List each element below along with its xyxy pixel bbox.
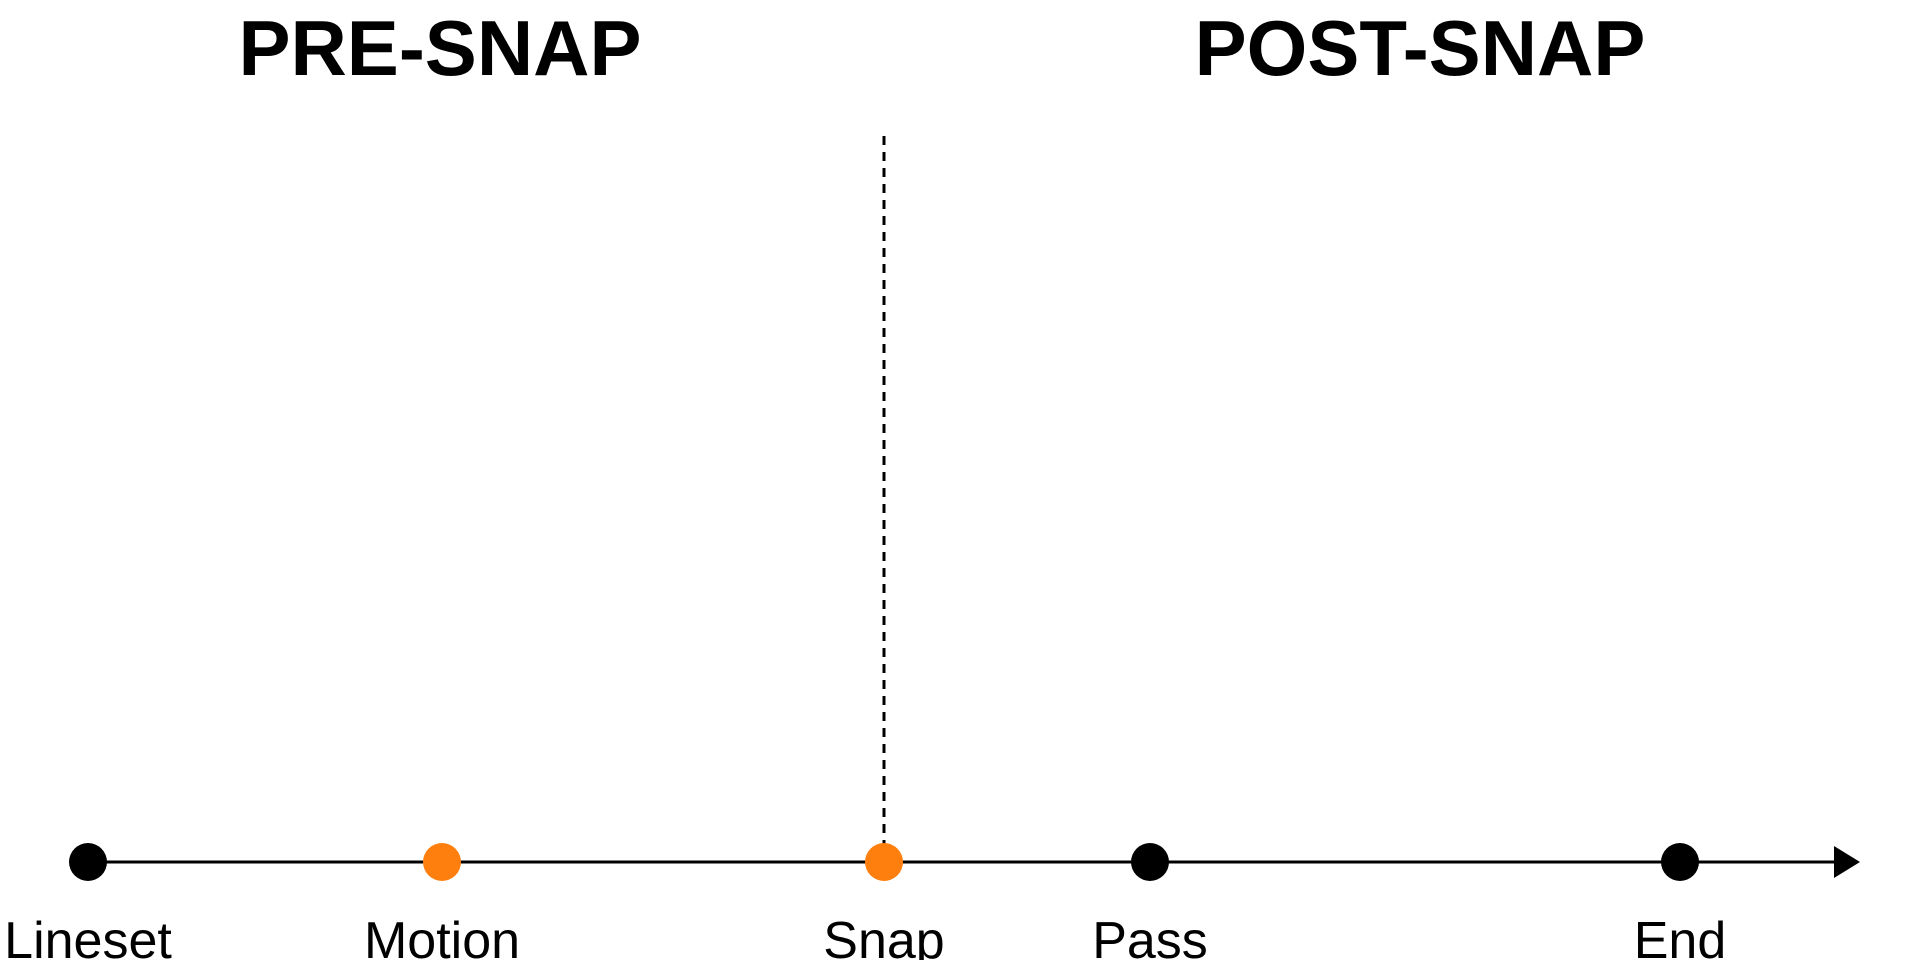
event-marker-lineset xyxy=(69,843,107,881)
pre-snap-heading: PRE-SNAP xyxy=(238,4,642,92)
event-marker-pass xyxy=(1131,843,1169,881)
timeline-arrowhead xyxy=(1834,846,1860,878)
event-label-motion: Motion xyxy=(364,912,520,960)
event-label-lineset: Lineset xyxy=(4,912,172,960)
event-marker-snap xyxy=(865,843,903,881)
event-label-end: End xyxy=(1634,912,1727,960)
timeline-events: Lineset Motion Snap Pass End xyxy=(4,843,1726,960)
event-label-snap: Snap xyxy=(823,912,944,960)
event-label-pass: Pass xyxy=(1092,912,1208,960)
event-marker-end xyxy=(1661,843,1699,881)
post-snap-heading: POST-SNAP xyxy=(1194,4,1646,92)
event-marker-motion xyxy=(423,843,461,881)
